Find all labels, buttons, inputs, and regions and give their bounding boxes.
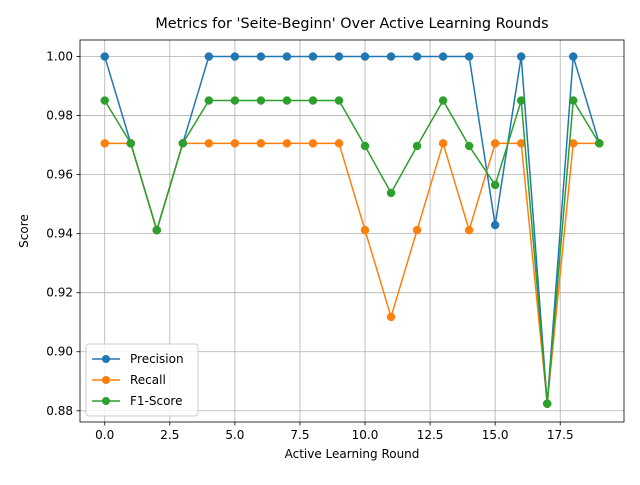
data-point [256, 96, 266, 105]
series-line [104, 55, 600, 405]
plot-frame [79, 39, 625, 423]
data-point [386, 188, 396, 198]
data-point [100, 139, 109, 148]
data-point [204, 139, 214, 148]
data-point [308, 96, 318, 105]
data-point [230, 52, 240, 61]
data-point [334, 139, 344, 148]
legend-item: F1-Score [92, 394, 182, 408]
data-point [282, 52, 292, 61]
data-point [438, 52, 448, 61]
data-point [490, 220, 500, 230]
x-tick-label: 10.0 [352, 428, 379, 442]
data-point [334, 96, 344, 105]
y-tick-label: 0.96 [46, 168, 73, 182]
x-tick-label: 2.5 [160, 428, 179, 442]
data-point [568, 96, 578, 105]
data-point [464, 52, 474, 61]
data-point [126, 139, 136, 148]
data-point [204, 52, 214, 61]
y-tick-label: 0.90 [46, 345, 73, 359]
data-point [308, 139, 318, 148]
data-point [490, 180, 500, 190]
series-f1-score [100, 96, 604, 408]
data-point [568, 52, 578, 61]
data-point [256, 139, 266, 148]
legend-label: Recall [130, 373, 166, 387]
legend-box [85, 343, 199, 417]
data-point [100, 52, 109, 61]
data-point [516, 52, 526, 61]
legend-item: Precision [92, 352, 184, 366]
legend: Precision Recall F1-Score [85, 343, 199, 417]
data-point [595, 139, 604, 148]
legend-label: F1-Score [130, 394, 182, 408]
x-tick-label: 0.0 [95, 428, 114, 442]
data-point [490, 139, 500, 148]
data-point [438, 139, 448, 148]
data-point [412, 225, 422, 235]
data-point [464, 225, 474, 235]
x-tick-label: 12.5 [417, 428, 444, 442]
ticks: 0.0 2.5 5.0 7.5 10.0 12.5 15.0 17.5 0.88 0.90 0.92… [46, 50, 573, 442]
data-point [178, 139, 188, 148]
x-tick-label: 5.0 [225, 428, 244, 442]
data-point [360, 225, 370, 235]
data-point [334, 52, 344, 61]
data-point [360, 141, 370, 151]
y-tick-label: 0.92 [46, 286, 73, 300]
legend-marker [102, 376, 110, 384]
data-point [230, 139, 240, 148]
legend-marker [102, 355, 110, 363]
data-point [230, 96, 240, 105]
data-point [360, 52, 370, 61]
data-point [308, 52, 318, 61]
x-tick-label: 7.5 [290, 428, 309, 442]
y-tick-label: 1.00 [46, 50, 73, 64]
data-point [282, 96, 292, 105]
y-tick-label: 0.98 [46, 109, 73, 123]
data-point [464, 141, 474, 151]
series-layer [100, 52, 604, 408]
data-point [204, 96, 214, 105]
y-tick-label: 0.94 [46, 227, 73, 241]
x-axis-label: Active Learning Round [285, 447, 420, 461]
x-tick-label: 15.0 [482, 428, 509, 442]
data-point [282, 139, 292, 148]
chart-title: Metrics for 'Seite-Beginn' Over Active L… [155, 16, 548, 32]
data-point [256, 52, 266, 61]
series-line [104, 142, 600, 405]
y-axis-label: Score [17, 214, 31, 248]
data-point [386, 52, 396, 61]
legend-marker [102, 397, 110, 405]
data-point [152, 225, 162, 235]
legend-item: Recall [92, 373, 166, 387]
series-line [104, 99, 600, 405]
data-point [412, 52, 422, 61]
data-point [542, 399, 552, 408]
data-point [438, 96, 448, 105]
y-tick-label: 0.88 [46, 404, 73, 418]
data-point [516, 96, 526, 105]
data-point [100, 96, 109, 105]
data-point [412, 141, 422, 151]
legend-label: Precision [130, 352, 184, 366]
x-tick-label: 17.5 [547, 428, 574, 442]
data-point [386, 312, 396, 322]
